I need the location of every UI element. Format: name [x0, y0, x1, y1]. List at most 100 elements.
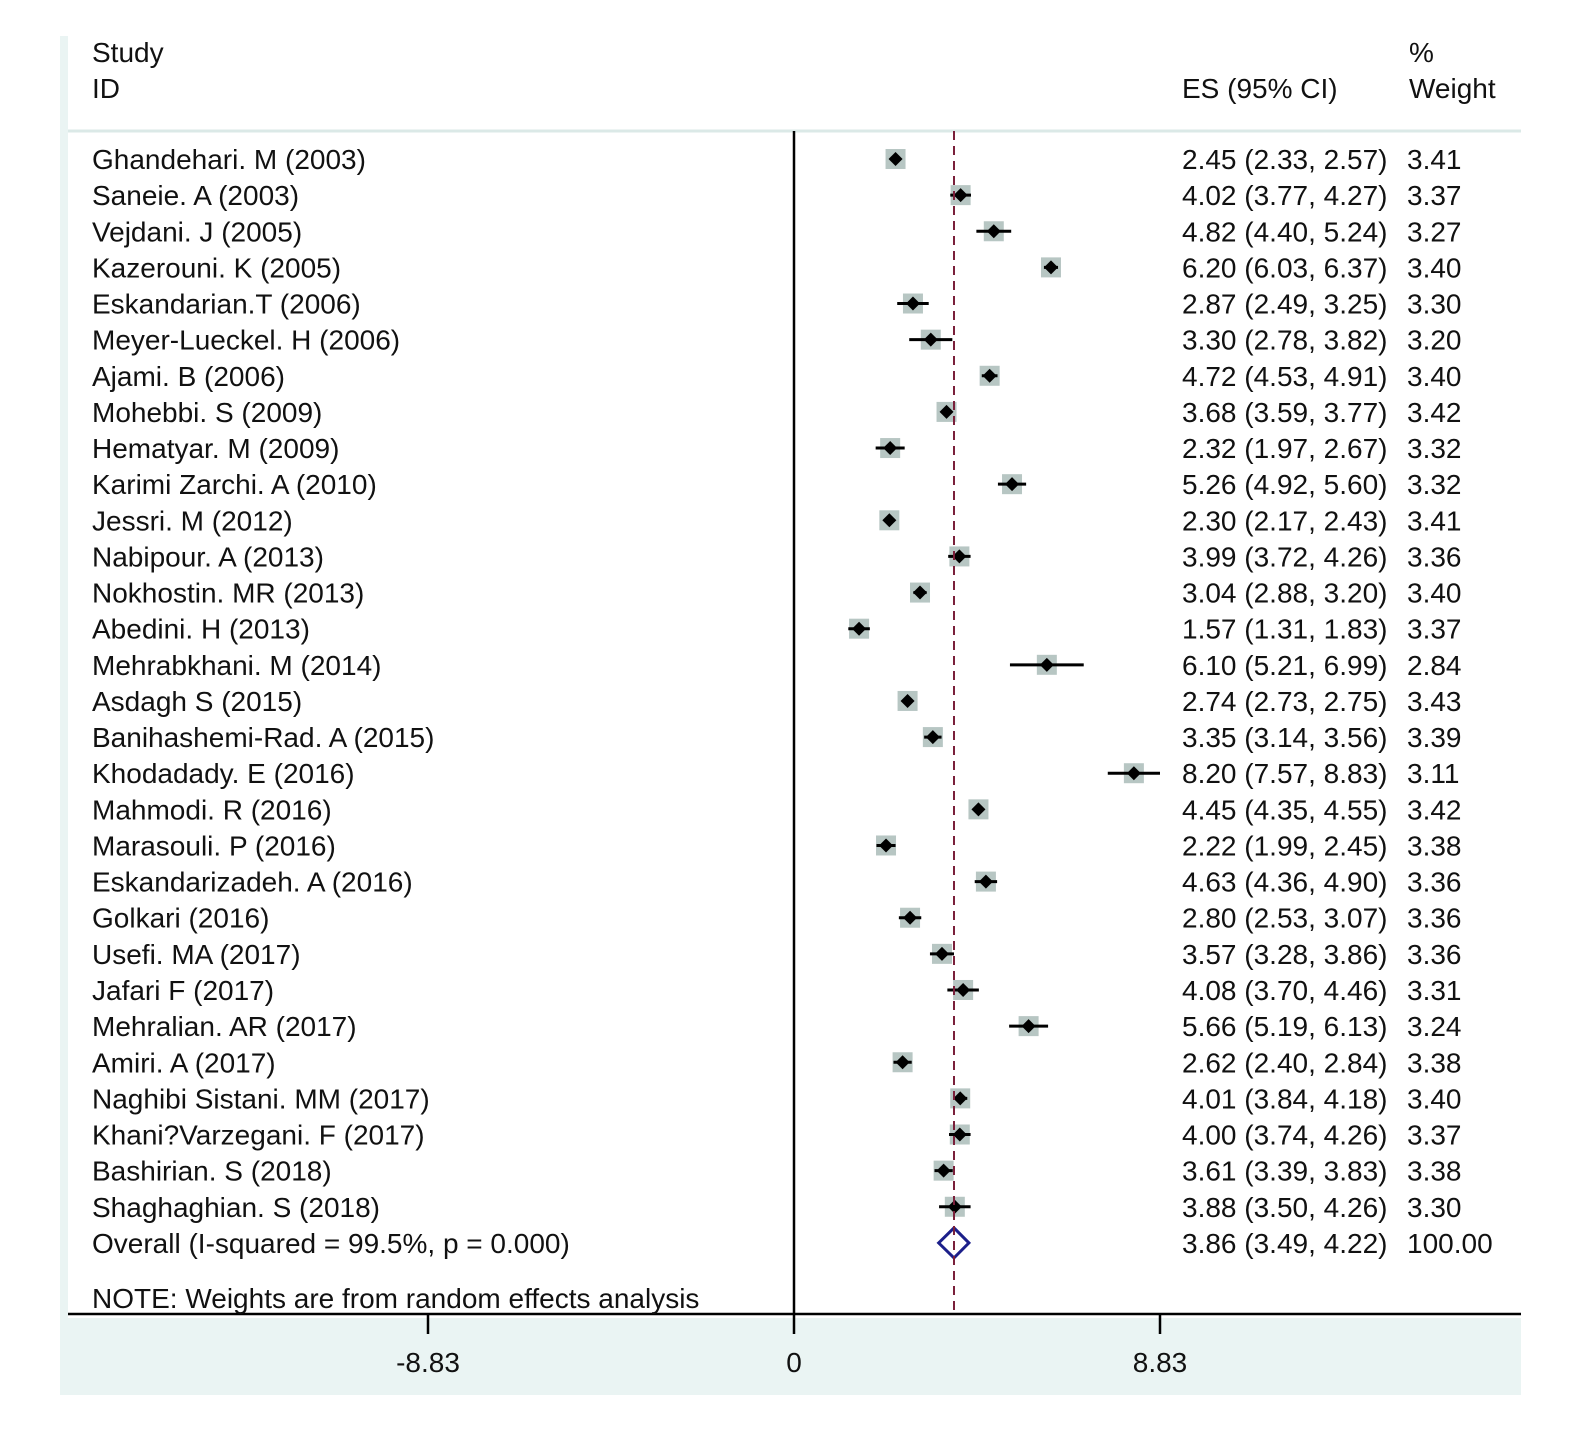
study-label: Mohebbi. S (2009)	[92, 397, 322, 428]
weight-value: 3.38	[1407, 830, 1462, 861]
es-ci-value: 4.72 (4.53, 4.91)	[1182, 361, 1387, 392]
es-ci-value: 4.82 (4.40, 5.24)	[1182, 216, 1387, 247]
study-row: Shaghaghian. S (2018) 3.88 (3.50, 4.26) 3.…	[92, 1192, 1462, 1223]
study-row: Bashirian. S (2018) 3.61 (3.39, 3.83) 3.38	[92, 1156, 1462, 1187]
study-label: Jessri. M (2012)	[92, 505, 293, 536]
point-estimate	[953, 188, 968, 203]
point-estimate	[895, 1055, 910, 1070]
study-label: Shaghaghian. S (2018)	[92, 1192, 380, 1223]
point-estimate	[923, 332, 938, 347]
study-row: Banihashemi-Rad. A (2015) 3.35 (3.14, 3.5…	[92, 722, 1462, 753]
study-label: Nabipour. A (2013)	[92, 541, 324, 572]
study-label: Karimi Zarchi. A (2010)	[92, 469, 377, 500]
es-ci-value: 2.32 (1.97, 2.67)	[1182, 433, 1387, 464]
study-label: Khodadady. E (2016)	[92, 758, 355, 789]
study-row: Eskandarizadeh. A (2016) 4.63 (4.36, 4.90…	[92, 867, 1462, 898]
weight-value: 3.36	[1407, 903, 1462, 934]
point-estimate	[1039, 657, 1054, 672]
study-label: Golkari (2016)	[92, 903, 269, 934]
header-study: Study	[92, 37, 164, 68]
point-estimate	[986, 224, 1001, 239]
es-ci-value: 3.04 (2.88, 3.20)	[1182, 578, 1387, 609]
weight-value: 2.84	[1407, 650, 1462, 681]
study-label: Hematyar. M (2009)	[92, 433, 339, 464]
es-ci-value: 4.01 (3.84, 4.18)	[1182, 1083, 1387, 1114]
study-row: Meyer-Lueckel. H (2006) 3.30 (2.78, 3.82)…	[92, 325, 1462, 356]
study-row: Naghibi Sistani. MM (2017) 4.01 (3.84, 4.…	[92, 1083, 1462, 1114]
es-ci-value: 4.08 (3.70, 4.46)	[1182, 975, 1387, 1006]
study-label: Marasouli. P (2016)	[92, 830, 336, 861]
weight-value: 3.20	[1407, 325, 1462, 356]
es-ci-value: 6.20 (6.03, 6.37)	[1182, 252, 1387, 283]
point-estimate	[971, 802, 986, 817]
overall-diamond	[936, 1225, 972, 1261]
study-label: Ajami. B (2006)	[92, 361, 285, 392]
point-estimate	[883, 441, 898, 456]
overall-label: Overall (I-squared = 99.5%, p = 0.000)	[92, 1228, 570, 1259]
weight-value: 3.36	[1407, 541, 1462, 572]
point-estimate	[953, 1091, 968, 1106]
es-ci-value: 2.22 (1.99, 2.45)	[1182, 830, 1387, 861]
weight-value: 3.41	[1407, 144, 1462, 175]
es-ci-value: 2.30 (2.17, 2.43)	[1182, 505, 1387, 536]
study-row: Marasouli. P (2016) 2.22 (1.99, 2.45) 3.38	[92, 830, 1462, 861]
study-label: Amiri. A (2017)	[92, 1047, 276, 1078]
weight-value: 3.41	[1407, 505, 1462, 536]
es-ci-value: 3.30 (2.78, 3.82)	[1182, 325, 1387, 356]
point-estimate	[1043, 260, 1058, 275]
es-ci-value: 2.80 (2.53, 3.07)	[1182, 903, 1387, 934]
point-estimate	[952, 1127, 967, 1142]
study-row: Usefi. MA (2017) 3.57 (3.28, 3.86) 3.36	[92, 939, 1462, 970]
es-ci-value: 2.62 (2.40, 2.84)	[1182, 1047, 1387, 1078]
study-label: Eskandarizadeh. A (2016)	[92, 867, 413, 898]
point-estimate	[952, 549, 967, 564]
es-ci-value: 4.63 (4.36, 4.90)	[1182, 867, 1387, 898]
study-row: Kazerouni. K (2005) 6.20 (6.03, 6.37) 3.40	[92, 252, 1462, 283]
header-id: ID	[92, 73, 120, 104]
study-row: Jessri. M (2012) 2.30 (2.17, 2.43) 3.41	[92, 505, 1462, 536]
weight-value: 3.42	[1407, 397, 1462, 428]
weight-value: 3.37	[1407, 180, 1462, 211]
study-label: Mehrabkhani. M (2014)	[92, 650, 381, 681]
point-estimate	[947, 1199, 962, 1214]
study-row: Saneie. A (2003) 4.02 (3.77, 4.27) 3.37	[92, 180, 1462, 211]
weight-value: 3.39	[1407, 722, 1462, 753]
es-ci-value: 3.68 (3.59, 3.77)	[1182, 397, 1387, 428]
point-estimate	[939, 404, 954, 419]
overall-es-ci-value: 3.86 (3.49, 4.22)	[1182, 1228, 1387, 1259]
point-estimate	[900, 693, 915, 708]
es-ci-value: 4.45 (4.35, 4.55)	[1182, 794, 1387, 825]
note-text: NOTE: Weights are from random effects an…	[92, 1283, 699, 1314]
es-ci-value: 3.35 (3.14, 3.56)	[1182, 722, 1387, 753]
study-row: Khodadady. E (2016) 8.20 (7.57, 8.83) 3.11	[92, 758, 1459, 789]
point-estimate	[852, 621, 867, 636]
study-row: Nabipour. A (2013) 3.99 (3.72, 4.26) 3.36	[92, 541, 1462, 572]
weight-value: 3.32	[1407, 433, 1462, 464]
point-estimate	[982, 368, 997, 383]
x-tick-label: 0	[786, 1347, 802, 1378]
point-estimate	[925, 730, 940, 745]
study-rows: Ghandehari. M (2003) 2.45 (2.33, 2.57) 3.4…	[92, 144, 1493, 1261]
study-label: Vejdani. J (2005)	[92, 216, 302, 247]
es-ci-value: 5.26 (4.92, 5.60)	[1182, 469, 1387, 500]
study-row: Amiri. A (2017) 2.62 (2.40, 2.84) 3.38	[92, 1047, 1462, 1078]
study-label: Saneie. A (2003)	[92, 180, 299, 211]
study-row: Ajami. B (2006) 4.72 (4.53, 4.91) 3.40	[92, 361, 1462, 392]
study-label: Eskandarian.T (2006)	[92, 289, 361, 320]
study-label: Ghandehari. M (2003)	[92, 144, 366, 175]
point-estimate	[1005, 477, 1020, 492]
weight-value: 3.37	[1407, 1120, 1462, 1151]
study-label: Abedini. H (2013)	[92, 614, 310, 645]
study-row: Karimi Zarchi. A (2010) 5.26 (4.92, 5.60)…	[92, 469, 1462, 500]
bg-left-band	[60, 36, 68, 1318]
point-estimate	[936, 1163, 951, 1178]
point-estimate	[1126, 766, 1141, 781]
study-row: Abedini. H (2013) 1.57 (1.31, 1.83) 3.37	[92, 614, 1462, 645]
es-ci-value: 8.20 (7.57, 8.83)	[1182, 758, 1387, 789]
es-ci-value: 4.00 (3.74, 4.26)	[1182, 1120, 1387, 1151]
study-row: Jafari F (2017) 4.08 (3.70, 4.46) 3.31	[92, 975, 1462, 1006]
weight-value: 3.37	[1407, 614, 1462, 645]
point-estimate	[882, 513, 897, 528]
study-label: Naghibi Sistani. MM (2017)	[92, 1083, 430, 1114]
study-label: Asdagh S (2015)	[92, 686, 302, 717]
